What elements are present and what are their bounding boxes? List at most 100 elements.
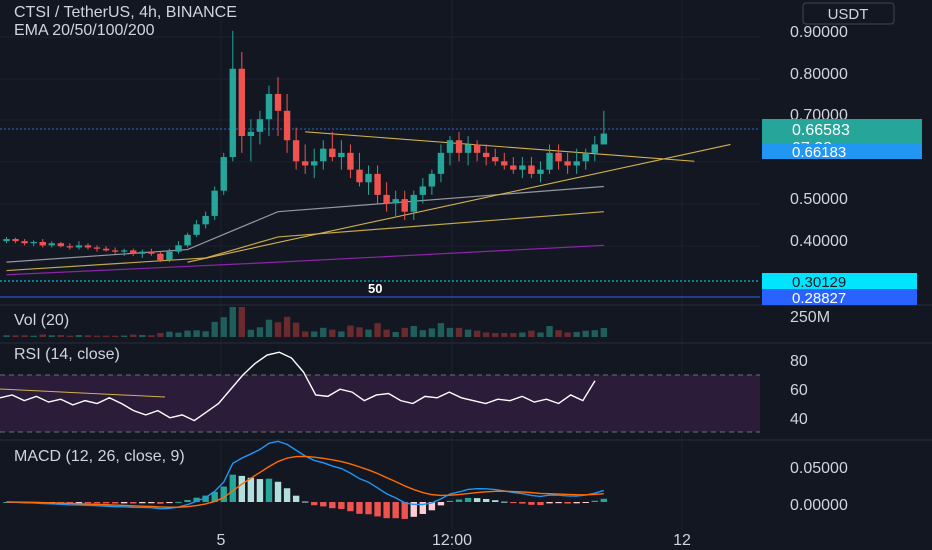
macd-bar-28: [256, 479, 264, 502]
macd-bar-48: [437, 502, 445, 506]
time-label-5: 5: [217, 532, 226, 549]
candle-body-8: [75, 245, 83, 248]
candle-body-7: [66, 246, 74, 248]
volume-bar-37: [338, 331, 345, 337]
volume-bar-0: [3, 335, 10, 337]
candle-body-64: [582, 152, 589, 162]
volume-bar-41: [374, 323, 381, 337]
volume-bar-53: [482, 332, 490, 337]
volume-bar-47: [428, 328, 436, 337]
rsi-label[interactable]: RSI (14, close): [14, 346, 120, 363]
macd-bar-46: [419, 502, 427, 514]
macd-bar-12: [111, 502, 119, 504]
time-label-12-00: 12:00: [432, 532, 472, 549]
macd-bar-50: [455, 499, 463, 502]
volume-bar-31: [283, 316, 291, 337]
volume-bar-23: [211, 321, 218, 337]
volume-bar-44: [401, 327, 408, 337]
trendlines: [187, 131, 731, 263]
ema-lines: [6, 185, 604, 276]
candle-body-56: [510, 165, 517, 170]
volume-axis-label: 250M: [790, 309, 830, 326]
candle-body-63: [573, 161, 580, 166]
candle-body-24: [220, 157, 227, 191]
macd-bar-19: [175, 501, 182, 503]
volume-bar-2: [21, 335, 28, 337]
volume-bar-25: [229, 307, 236, 337]
rsi-tick-80: 80: [790, 353, 808, 370]
volume-bar-35: [320, 327, 327, 337]
volume-bar-48: [437, 323, 445, 337]
candle-body-66: [600, 133, 608, 145]
candle-body-23: [211, 190, 218, 216]
candle-body-48: [437, 152, 445, 174]
chart-title[interactable]: CTSI / TetherUS, 4h, BINANCE: [14, 4, 237, 21]
volume-label[interactable]: Vol (20): [14, 312, 69, 329]
grid: [0, 0, 760, 530]
trendline-0: [187, 143, 731, 263]
volume-bar-66: [600, 328, 608, 337]
candle-body-12: [111, 250, 119, 252]
volume-bar-61: [555, 330, 562, 337]
volume-bar-42: [383, 329, 390, 337]
volume-bar-59: [537, 332, 544, 337]
candle-body-27: [247, 131, 255, 137]
volume-bar-39: [356, 327, 363, 337]
macd-bar-52: [473, 498, 481, 502]
candle-body-13: [120, 250, 128, 252]
candle-body-5: [48, 243, 55, 246]
macd-bar-43: [392, 502, 399, 519]
candle-body-55: [501, 161, 508, 166]
price-tick-0.8: 0.80000: [790, 66, 848, 83]
candle-body-22: [202, 215, 209, 225]
ema-indicator-label[interactable]: EMA 20/50/100/200: [14, 22, 155, 39]
macd-bar-13: [120, 502, 128, 504]
candle-body-19: [175, 245, 182, 252]
volume-bar-1: [12, 335, 19, 337]
macd-bar-41: [374, 502, 381, 517]
candle-body-21: [193, 224, 200, 235]
candle-body-62: [564, 161, 571, 166]
candle-body-37: [338, 152, 345, 158]
macd-bar-38: [347, 502, 354, 512]
volume-bar-65: [591, 330, 598, 337]
candle-body-41: [374, 173, 381, 195]
candles: [3, 30, 608, 263]
macd-bar-65: [591, 500, 598, 502]
macd-label[interactable]: MACD (12, 26, close, 9): [14, 448, 185, 465]
volume-bars: [3, 307, 608, 337]
macd-bar-53: [482, 498, 490, 502]
macd-bar-37: [338, 502, 345, 509]
candle-body-60: [546, 152, 553, 170]
volume-bar-56: [510, 333, 517, 337]
macd-bar-17: [157, 502, 164, 504]
volume-bar-15: [139, 335, 146, 337]
ema-line-1: [6, 211, 604, 272]
line-price-badge: [762, 144, 922, 159]
volume-bar-43: [392, 331, 399, 337]
candle-body-1: [12, 239, 19, 242]
candle-body-20: [184, 234, 191, 246]
volume-bar-12: [111, 335, 119, 337]
level-badge-2: [762, 289, 917, 305]
volume-bar-20: [184, 330, 191, 337]
macd-bar-23: [211, 491, 218, 502]
volume-bar-38: [347, 325, 354, 337]
candle-body-14: [130, 250, 137, 254]
candle-body-38: [347, 152, 354, 170]
macd-bar-10: [93, 502, 101, 504]
candle-body-31: [283, 110, 291, 141]
macd-bar-66: [600, 498, 608, 502]
macd-bar-30: [274, 481, 282, 502]
volume-bar-21: [193, 330, 200, 337]
macd-bar-34: [311, 502, 318, 506]
level-value-2: 0.28827: [792, 290, 846, 307]
candle-body-9: [84, 245, 92, 248]
currency-button[interactable]: [802, 2, 895, 25]
candle-body-65: [591, 144, 598, 153]
volume-bar-60: [546, 326, 553, 337]
macd-bar-40: [365, 502, 372, 515]
candle-body-49: [446, 140, 454, 153]
volume-bar-3: [30, 335, 37, 337]
candle-body-6: [57, 243, 65, 247]
